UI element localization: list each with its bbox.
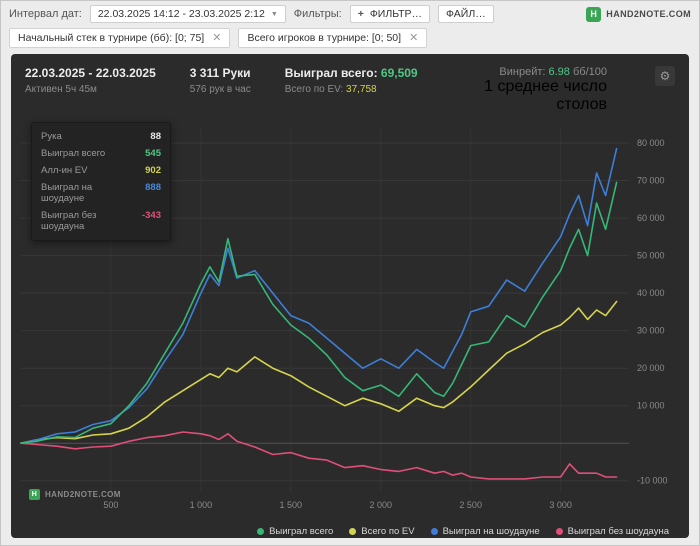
legend-item-non-showdown[interactable]: Выиграл без шоудауна — [555, 526, 669, 537]
svg-text:500: 500 — [103, 500, 118, 510]
plus-icon: + — [357, 8, 364, 20]
toolbar: Интервал дат: 22.03.2025 14:12 - 23.03.2… — [1, 1, 699, 27]
chart-watermark: H HAND2NOTE.COM — [29, 489, 121, 500]
svg-text:80 000: 80 000 — [637, 138, 665, 148]
ev-total-value: 37,758 — [346, 84, 377, 95]
tooltip-row-won-total: Выиграл всего 545 — [41, 148, 161, 159]
filter-chip-total-players[interactable]: Всего игроков в турнире: [0; 50] ✕ — [238, 28, 428, 48]
close-icon[interactable]: ✕ — [212, 31, 222, 44]
winnings-chart[interactable]: 500 1 000 1 500 2 000 2 500 3 000 80 000 70 000… — [17, 120, 685, 524]
winrate-unit: бб/100 — [572, 66, 607, 78]
won-total-value: 69,509 — [380, 66, 418, 80]
stats-panel: 22.03.2025 - 22.03.2025 Активен 5ч 45м 3… — [11, 54, 689, 538]
close-icon[interactable]: ✕ — [409, 31, 419, 44]
svg-text:10 000: 10 000 — [637, 401, 665, 411]
session-date-range: 22.03.2025 - 22.03.2025 — [25, 66, 156, 80]
date-interval-label: Интервал дат: — [9, 8, 82, 20]
hand2note-logo-icon: H — [586, 6, 602, 22]
ev-total-label: Всего по EV: — [284, 84, 344, 95]
svg-text:2 000: 2 000 — [370, 500, 393, 510]
hand2note-logo: H HAND2NOTE.COM — [586, 6, 691, 22]
svg-text:1 500: 1 500 — [280, 500, 303, 510]
tooltip-row-allin-ev: Алл-ин EV 902 — [41, 165, 161, 176]
legend-item-showdown[interactable]: Выиграл на шоудауне — [430, 526, 540, 537]
hands-per-hour: 576 рук в час — [189, 84, 251, 95]
brand-text: HAND2NOTE.COM — [606, 9, 691, 19]
legend-dot — [555, 528, 563, 535]
winrate-value: 6.98 — [548, 66, 570, 78]
svg-text:40 000: 40 000 — [637, 288, 665, 298]
date-range-dropdown[interactable]: 22.03.2025 14:12 - 23.03.2025 2:12 ▼ — [89, 5, 286, 23]
avg-tables: 1 среднее число столов — [484, 78, 607, 113]
filter-chips-row: Начальный стек в турнире (бб): [0; 75] ✕… — [1, 27, 699, 54]
svg-text:70 000: 70 000 — [637, 176, 665, 186]
winrate-label: Винрейт: — [499, 66, 546, 78]
chart-legend: Выиграл всего Всего по EV Выиграл на шоу… — [11, 524, 689, 537]
tooltip-row-showdown: Выиграл на шоудауне 888 — [41, 182, 161, 204]
date-range-value: 22.03.2025 14:12 - 23.03.2025 2:12 — [97, 8, 265, 20]
stats-header: 22.03.2025 - 22.03.2025 Активен 5ч 45м 3… — [11, 54, 689, 118]
tooltip-row-non-showdown: Выиграл без шоудауна -343 — [41, 210, 161, 232]
file-button[interactable]: ФАЙЛ… — [438, 5, 494, 23]
tooltip-row-hand: Рука 88 — [41, 131, 161, 142]
svg-text:-10 000: -10 000 — [637, 476, 668, 486]
stat-winnings: Выиграл всего: 69,509 Всего по EV: 37,75… — [285, 66, 418, 95]
legend-item-total-ev[interactable]: Всего по EV — [349, 526, 415, 537]
hand2note-logo-icon: H — [29, 489, 40, 500]
svg-text:20 000: 20 000 — [637, 363, 665, 373]
chart-area[interactable]: 500 1 000 1 500 2 000 2 500 3 000 80 000 70 000… — [17, 120, 683, 524]
stat-session-dates: 22.03.2025 - 22.03.2025 Активен 5ч 45м — [25, 66, 156, 95]
filters-label: Фильтры: — [293, 8, 342, 20]
hands-count: 3 311 Руки — [189, 66, 251, 80]
svg-text:50 000: 50 000 — [637, 251, 665, 261]
legend-dot — [430, 528, 438, 535]
add-filter-button[interactable]: + ФИЛЬТР… — [349, 5, 431, 23]
stat-hands: 3 311 Руки 576 рук в час — [190, 66, 251, 95]
filter-chip-starting-stack[interactable]: Начальный стек в турнире (бб): [0; 75] ✕ — [9, 28, 231, 48]
chevron-down-icon: ▼ — [270, 10, 278, 18]
legend-dot — [349, 528, 357, 535]
svg-text:60 000: 60 000 — [637, 213, 665, 223]
svg-text:3 000: 3 000 — [549, 500, 572, 510]
session-active-time: Активен 5ч 45м — [25, 84, 97, 95]
svg-text:30 000: 30 000 — [637, 326, 665, 336]
svg-text:2 500: 2 500 — [459, 500, 482, 510]
svg-text:1 000: 1 000 — [190, 500, 213, 510]
stat-winrate: Винрейт: 6.98 бб/100 1 среднее число сто… — [452, 66, 607, 114]
gear-icon[interactable]: ⚙ — [655, 66, 675, 86]
legend-dot — [257, 528, 265, 535]
won-total-label: Выиграл всего: — [284, 66, 378, 80]
legend-item-won-total[interactable]: Выиграл всего — [257, 526, 333, 537]
chart-tooltip: Рука 88 Выиграл всего 545 Алл-ин EV 902 … — [31, 122, 171, 241]
